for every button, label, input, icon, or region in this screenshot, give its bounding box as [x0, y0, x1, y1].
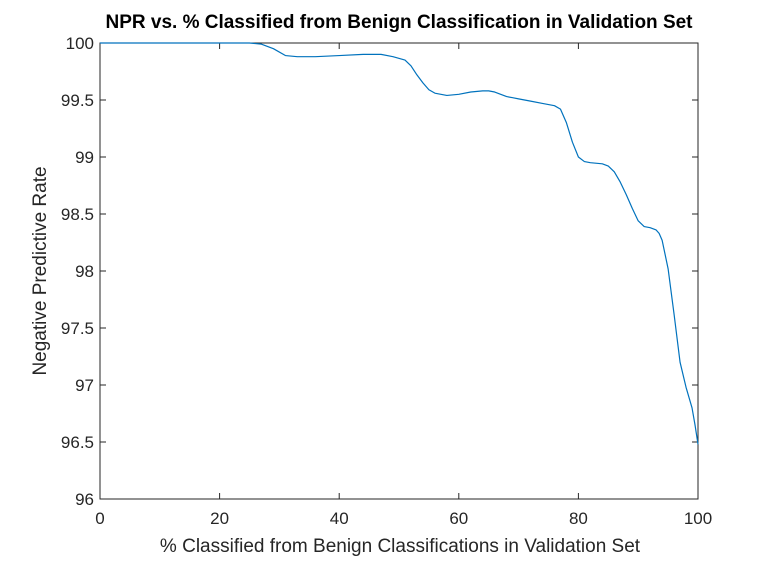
x-tick-label: 40 [330, 509, 349, 528]
x-axis-label: % Classified from Benign Classifications… [160, 536, 641, 557]
plot-area: 0 20 40 60 80 100 96 96.5 97 97.5 98 98.5 99 99.5 100 [61, 34, 712, 528]
y-tick-label: 99.5 [61, 91, 94, 110]
y-tick-label: 96.5 [61, 433, 94, 452]
y-tick-label: 98 [75, 262, 94, 281]
series-line [100, 42, 699, 445]
y-tick-label: 99 [75, 148, 94, 167]
x-tick-label: 100 [684, 509, 712, 528]
x-tick-label: 20 [210, 509, 229, 528]
y-tick-label: 96 [75, 490, 94, 509]
x-tick-label: 60 [449, 509, 468, 528]
y-tick-label: 97 [75, 376, 94, 395]
chart-title: NPR vs. % Classified from Benign Classif… [105, 12, 693, 33]
y-tick-label: 97.5 [61, 319, 94, 338]
x-tick-label: 80 [569, 509, 588, 528]
y-axis-label: Negative Predictive Rate [30, 166, 51, 375]
x-tick-label: 0 [95, 509, 104, 528]
y-tick-label: 98.5 [61, 205, 94, 224]
y-tick-label: 100 [66, 34, 94, 53]
